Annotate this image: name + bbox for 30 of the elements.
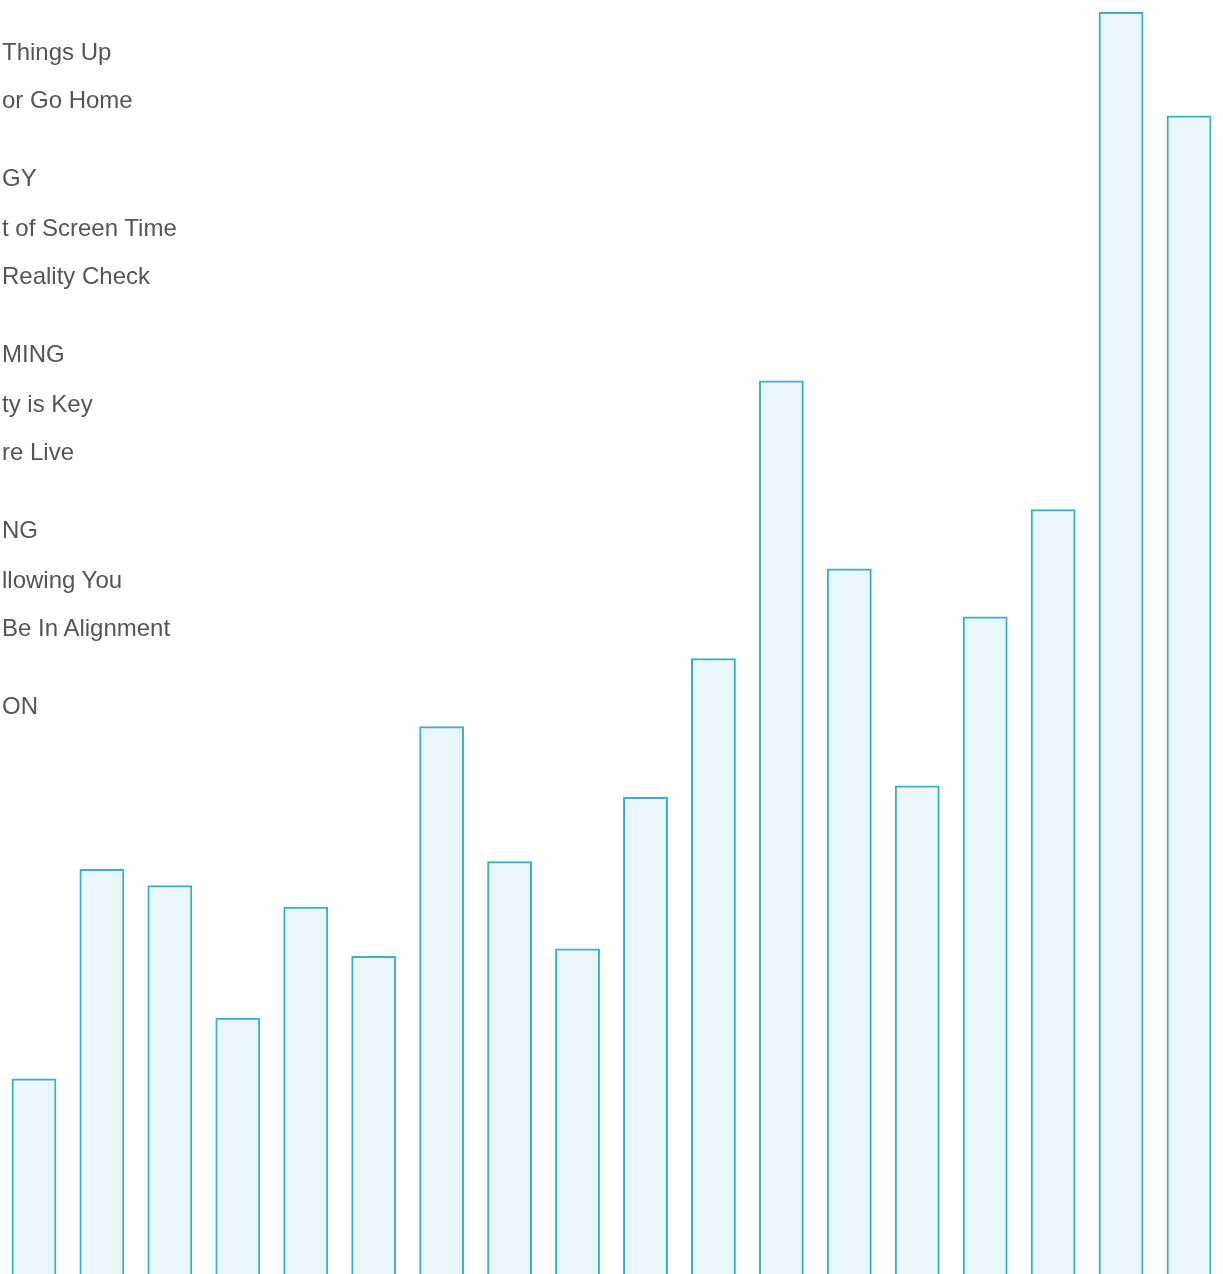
bar <box>283 906 329 1274</box>
bar <box>691 658 736 1274</box>
bar <box>351 955 397 1274</box>
annotation: NG <box>2 515 38 545</box>
bar <box>758 380 804 1274</box>
bar <box>11 1078 57 1274</box>
annotation: ty is Key <box>2 389 93 419</box>
bar <box>419 726 465 1274</box>
bar <box>215 1017 261 1274</box>
annotation: Things Up <box>2 37 112 67</box>
bar <box>487 861 533 1274</box>
bar <box>826 568 872 1274</box>
bar <box>79 868 125 1274</box>
annotation: re Live <box>2 437 75 467</box>
bar <box>555 948 600 1274</box>
bar <box>894 785 940 1274</box>
annotation: Reality Check <box>2 261 151 291</box>
bar <box>1030 509 1076 1274</box>
annotation: MING <box>2 339 65 369</box>
annotation: GY <box>2 163 37 193</box>
bar <box>623 796 668 1274</box>
bar <box>147 885 193 1274</box>
annotation: ON <box>2 691 38 721</box>
bar <box>962 616 1008 1274</box>
annotation: Be In Alignment <box>2 613 171 643</box>
bar <box>1098 12 1144 1274</box>
bar <box>1166 115 1212 1274</box>
annotation: or Go Home <box>2 85 133 115</box>
annotation: t of Screen Time <box>2 213 177 243</box>
annotation: llowing You <box>2 565 123 595</box>
